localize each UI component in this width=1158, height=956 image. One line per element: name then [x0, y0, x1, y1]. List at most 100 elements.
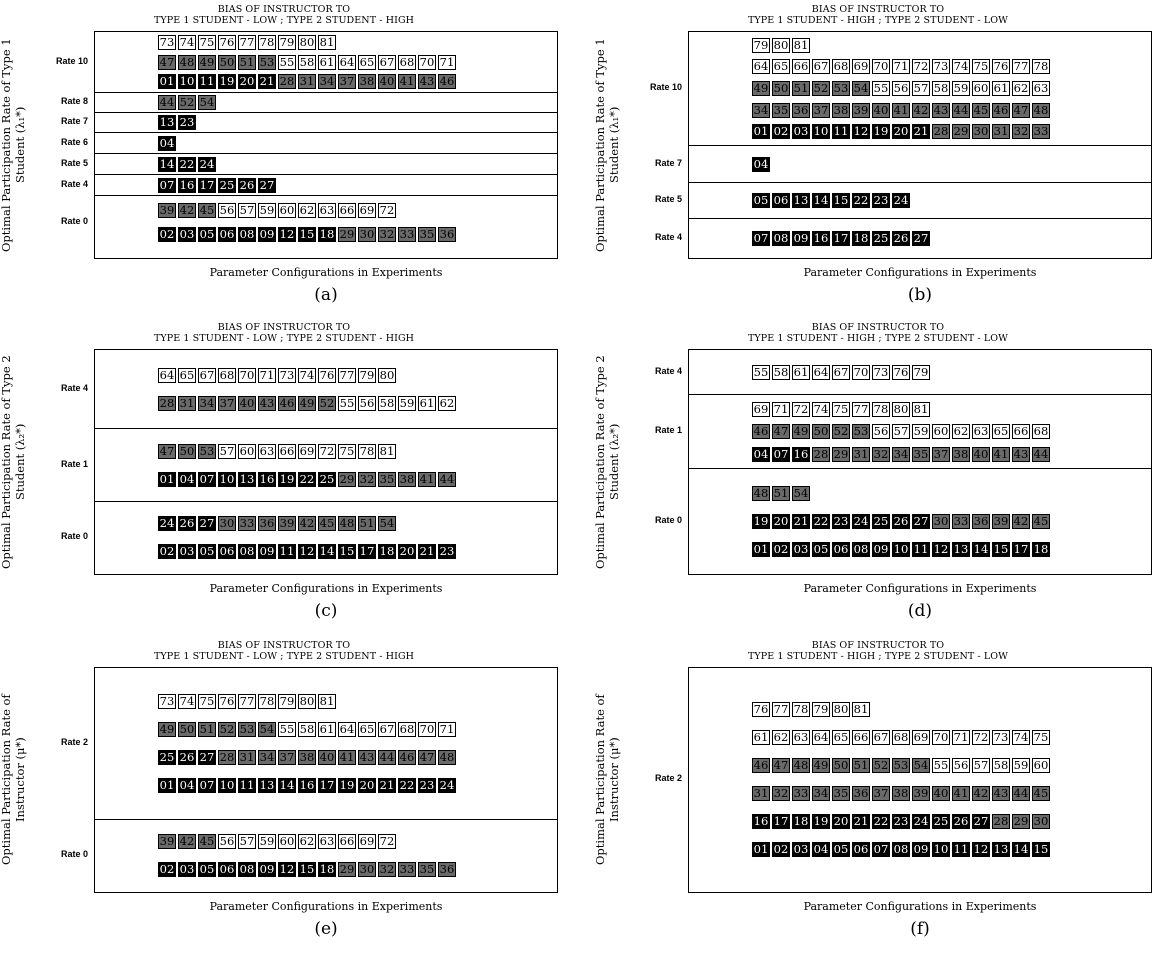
config-box: 24 — [852, 513, 870, 529]
config-box: 12 — [932, 541, 950, 557]
config-box: 29 — [832, 446, 850, 462]
config-box: 38 — [832, 102, 850, 118]
config-box: 27 — [912, 513, 930, 529]
config-box: 17 — [1012, 541, 1030, 557]
rate-band: 07 16 17 25 26 27 — [95, 175, 557, 196]
config-box: 36 — [258, 516, 276, 531]
config-row: 02 03 05 06 08 09 11 12 14 15 17 18 20 21 23 — [158, 544, 458, 560]
config-box: 72 — [792, 401, 810, 417]
config-row: 73 74 75 76 77 78 79 80 81 — [158, 694, 338, 710]
config-box: 21 — [378, 778, 396, 793]
config-box: 50 — [178, 443, 196, 459]
config-box: 22 — [178, 156, 196, 172]
config-box: 50 — [772, 81, 790, 96]
config-box: 69 — [912, 730, 930, 745]
config-box: 42 — [298, 516, 316, 531]
config-box: 37 — [338, 73, 356, 89]
config-box: 27 — [258, 177, 276, 193]
config-box: 48 — [338, 516, 356, 531]
rate-band: 24 26 27 30 33 36 39 42 45 48 51 54 02 03 05 06 08 09 11 12… — [95, 502, 557, 574]
config-box: 06 — [852, 842, 870, 857]
config-box: 26 — [952, 814, 970, 829]
config-box: 23 — [832, 513, 850, 529]
config-box: 11 — [198, 73, 216, 89]
config-box: 40 — [238, 395, 256, 411]
config-box: 45 — [198, 834, 216, 849]
config-box: 58 — [992, 758, 1010, 773]
config-box: 29 — [338, 226, 356, 242]
config-box: 81 — [792, 37, 810, 53]
config-box: 63 — [318, 203, 336, 219]
config-box: 34 — [258, 750, 276, 765]
config-box: 17 — [772, 814, 790, 829]
rate-band: 55 58 61 64 67 70 73 76 79 — [689, 350, 1151, 395]
config-box: 80 — [832, 702, 850, 717]
config-box: 59 — [258, 834, 276, 849]
config-box: 04 — [812, 842, 830, 857]
config-box: 53 — [198, 443, 216, 459]
config-box: 56 — [892, 81, 910, 96]
config-box: 64 — [158, 367, 176, 383]
config-box: 52 — [218, 722, 236, 737]
config-row: 01 02 03 10 11 12 19 20 21 28 29 30 31 32 33 — [752, 124, 1052, 140]
config-box: 66 — [852, 730, 870, 745]
config-box: 08 — [852, 541, 870, 557]
config-box: 62 — [772, 730, 790, 745]
config-box: 40 — [972, 446, 990, 462]
config-box: 75 — [1032, 730, 1050, 745]
config-row: 13 23 — [158, 115, 198, 131]
config-box: 26 — [178, 750, 196, 765]
rate-label: Rate 6 — [60, 136, 88, 147]
panel-a: BIAS OF INSTRUCTOR TO TYPE 1 STUDENT - LO… — [0, 0, 564, 318]
config-box: 81 — [852, 702, 870, 717]
config-box: 46 — [752, 424, 770, 439]
panel-caption: (d) — [907, 601, 933, 621]
rate-label: Rate 10 — [649, 82, 682, 92]
config-box: 13 — [952, 541, 970, 557]
config-box: 51 — [198, 722, 216, 737]
config-box: 11 — [952, 842, 970, 857]
config-box: 33 — [398, 862, 416, 877]
config-box: 74 — [952, 59, 970, 75]
config-box: 31 — [178, 395, 196, 411]
config-box: 36 — [792, 102, 810, 118]
config-box: 56 — [952, 758, 970, 773]
config-box: 36 — [438, 226, 456, 242]
config-box: 78 — [258, 694, 276, 709]
config-row: 34 35 36 37 38 39 40 41 42 43 44 45 46 47 48 — [752, 102, 1052, 119]
config-box: 81 — [318, 35, 336, 51]
config-box: 07 — [752, 230, 770, 246]
config-box: 81 — [912, 401, 930, 417]
y-axis-label: Optimal Participation Rate of Instructor… — [0, 694, 27, 866]
config-box: 64 — [752, 59, 770, 75]
config-box: 62 — [298, 834, 316, 849]
config-box: 41 — [418, 471, 436, 487]
config-box: 19 — [338, 778, 356, 793]
config-box: 43 — [932, 102, 950, 118]
config-box: 73 — [278, 367, 296, 383]
config-row: 07 08 09 16 17 18 25 26 27 — [752, 230, 932, 247]
config-box: 07 — [198, 778, 216, 793]
config-box: 43 — [418, 73, 436, 89]
config-box: 16 — [258, 471, 276, 487]
config-box: 30 — [1032, 814, 1050, 829]
config-box: 12 — [972, 842, 990, 857]
config-row: 01 02 03 05 06 08 09 10 11 12 13 14 15 17 18 — [752, 541, 1052, 558]
config-box: 03 — [178, 544, 196, 559]
config-row: 55 58 61 64 67 70 73 76 79 — [752, 364, 932, 381]
panel-title-line: BIAS OF INSTRUCTOR TO — [217, 322, 351, 333]
config-box: 40 — [378, 73, 396, 89]
config-box: 15 — [298, 862, 316, 877]
rate-label: Rate 8 — [60, 96, 88, 106]
config-box: 56 — [872, 424, 890, 439]
config-box: 23 — [418, 778, 436, 793]
config-box: 19 — [872, 124, 890, 140]
rate-band: 44 52 54 — [95, 93, 557, 113]
config-box: 14 — [278, 778, 296, 793]
config-box: 79 — [358, 367, 376, 383]
config-box: 46 — [398, 750, 416, 765]
config-box: 73 — [158, 35, 176, 51]
config-box: 52 — [178, 95, 196, 110]
config-box: 18 — [318, 862, 336, 877]
panel-title-line: TYPE 1 STUDENT - LOW ; TYPE 2 STUDENT - … — [153, 333, 415, 344]
